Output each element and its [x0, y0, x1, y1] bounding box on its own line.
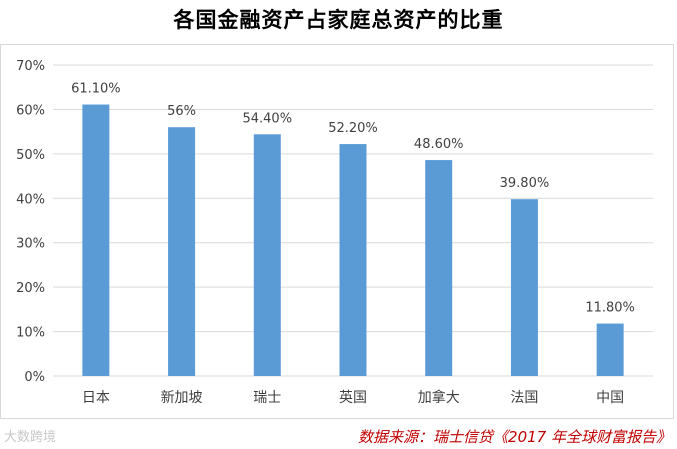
category-label: 中国 — [596, 390, 624, 406]
y-tick-label: 60% — [16, 103, 45, 118]
y-tick-label: 0% — [24, 370, 45, 385]
category-label: 日本 — [82, 390, 110, 406]
category-label: 瑞士 — [253, 390, 281, 406]
bar — [82, 104, 110, 376]
bar — [510, 199, 538, 376]
bar — [168, 127, 196, 376]
category-label: 新加坡 — [161, 390, 203, 406]
chart-title: 各国金融资产占家庭总资产的比重 — [173, 8, 504, 32]
chart-frame: 0% 10% 20% 30% 40% 50% 60% 70% 61.10% 日本 56% 新加坡 54.… — [0, 44, 674, 419]
data-label: 56% — [167, 104, 196, 119]
y-tick-label: 20% — [16, 281, 45, 296]
bar — [425, 160, 453, 376]
y-tick-label: 70% — [16, 59, 45, 74]
data-label: 39.80% — [500, 176, 550, 191]
data-label: 11.80% — [585, 301, 635, 316]
data-label: 48.60% — [414, 137, 464, 152]
category-label: 法国 — [510, 390, 538, 406]
source-note: 数据来源：瑞士信贷《2017 年全球财富报告》 — [358, 428, 671, 446]
data-label: 52.20% — [328, 121, 378, 136]
y-tick-label: 40% — [16, 192, 45, 207]
y-tick-label: 50% — [16, 148, 45, 163]
bar — [253, 134, 281, 376]
y-tick-label: 10% — [16, 326, 45, 341]
data-label: 54.40% — [242, 111, 292, 126]
bar — [596, 323, 624, 376]
category-label: 加拿大 — [418, 389, 460, 406]
bar — [339, 144, 367, 376]
category-label: 英国 — [339, 389, 367, 406]
watermark-logo: 大数跨境 — [4, 430, 57, 445]
bar-chart: 0% 10% 20% 30% 40% 50% 60% 70% 61.10% 日本 56% 新加坡 54.… — [16, 59, 653, 406]
y-tick-label: 30% — [16, 237, 45, 252]
data-label: 61.10% — [71, 82, 121, 97]
